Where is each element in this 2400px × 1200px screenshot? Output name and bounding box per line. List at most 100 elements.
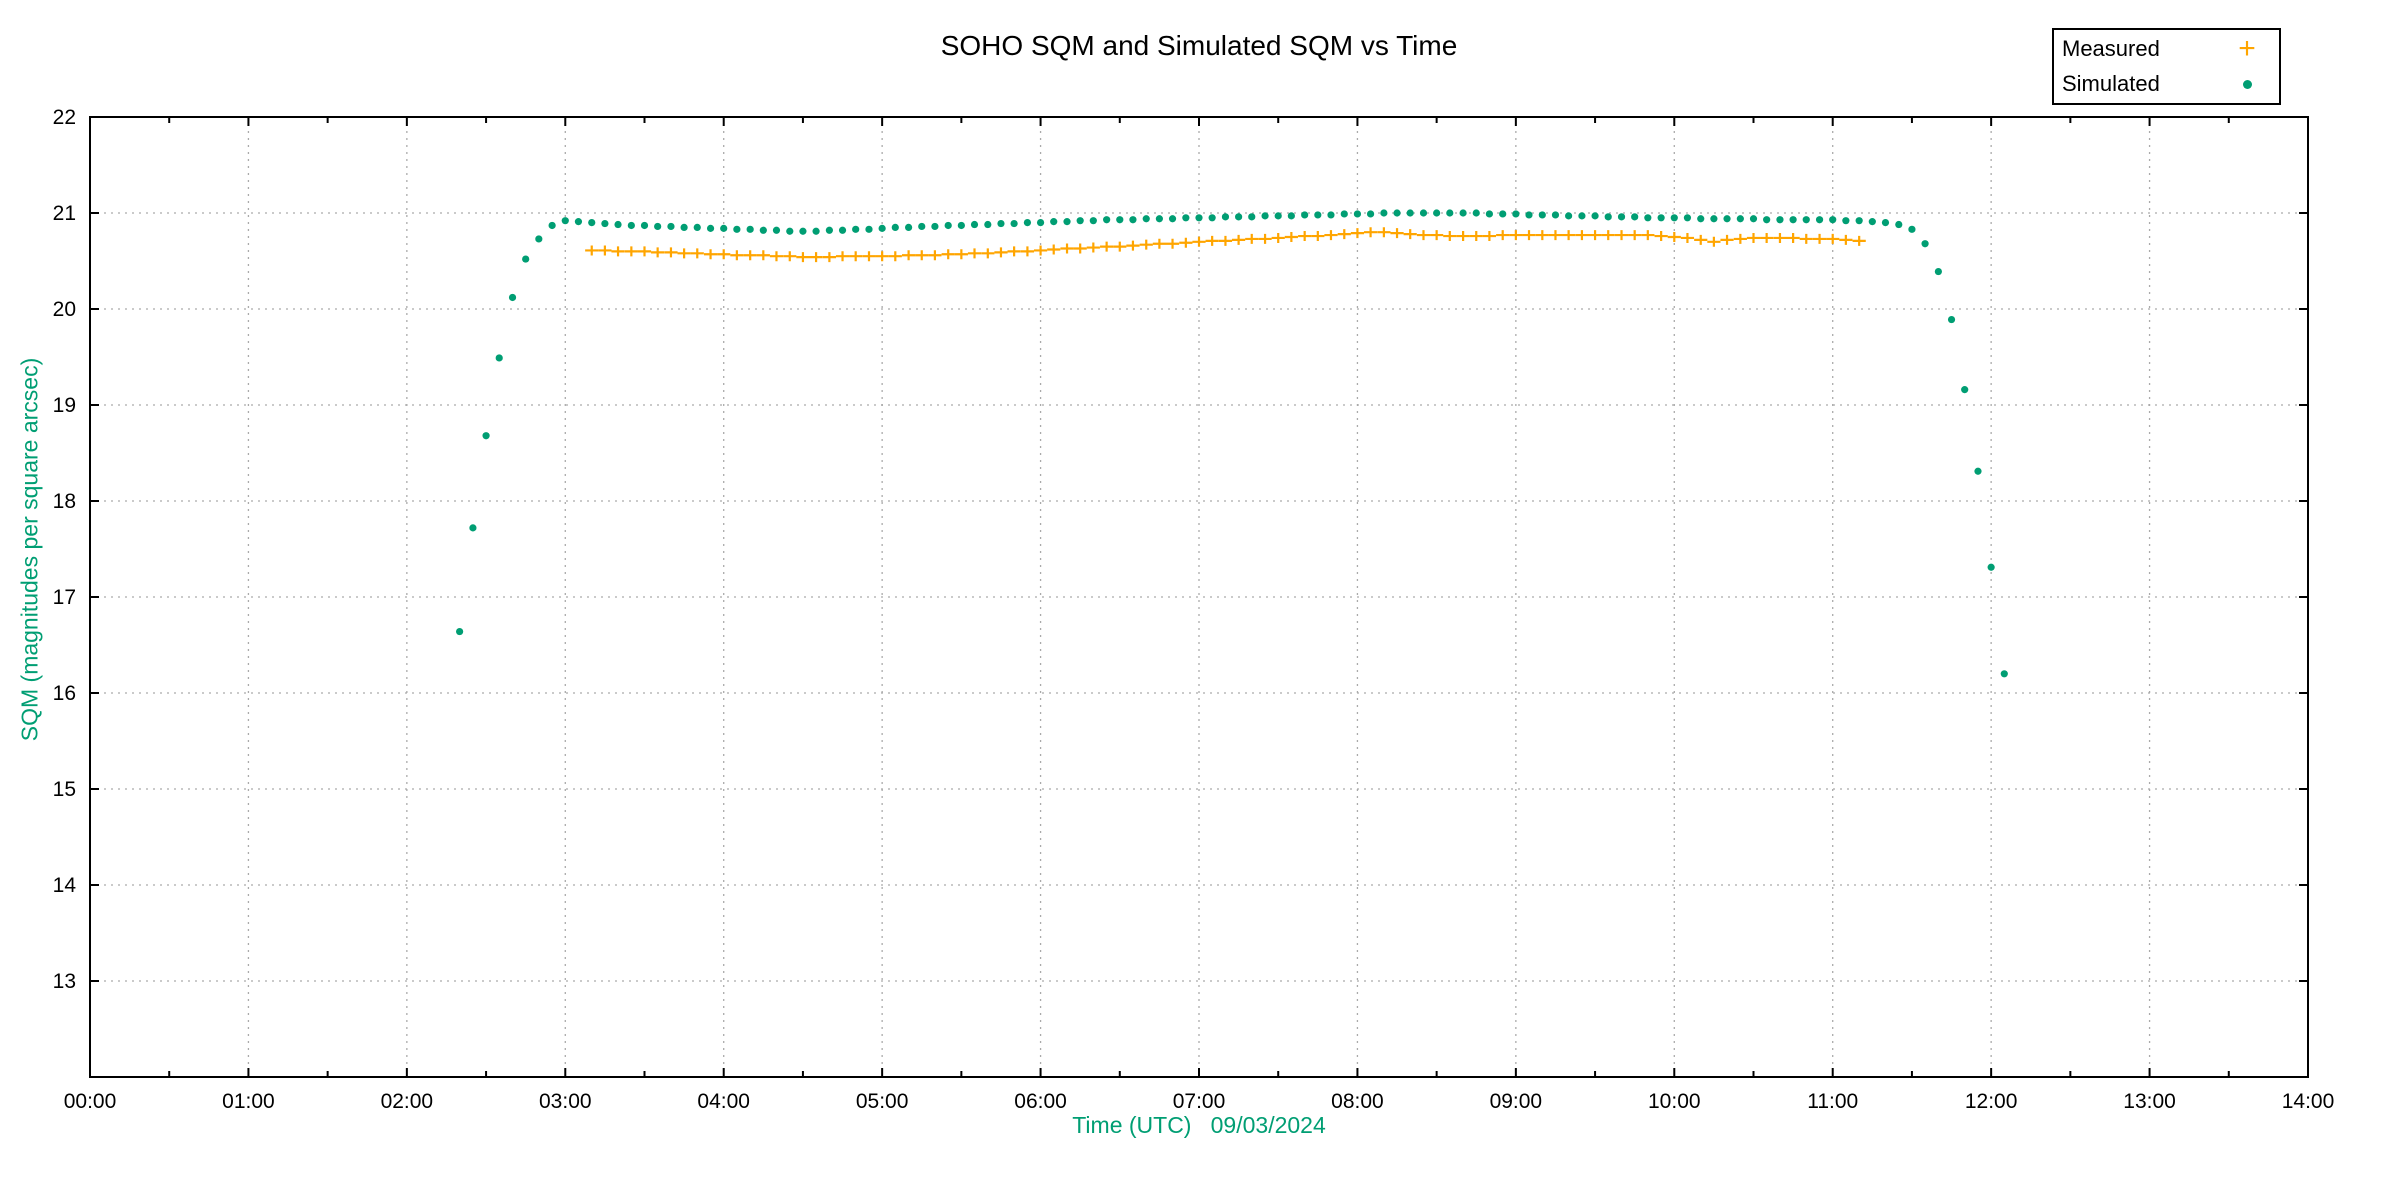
data-point-simulated xyxy=(1103,216,1111,224)
data-point-simulated xyxy=(905,223,913,231)
data-point-simulated xyxy=(746,225,754,233)
data-point-measured xyxy=(1324,230,1338,241)
data-point-simulated xyxy=(1538,211,1546,219)
data-point-measured xyxy=(1535,230,1549,241)
data-point-measured xyxy=(598,245,612,256)
data-point-simulated xyxy=(1235,213,1243,221)
data-point-simulated xyxy=(1829,216,1837,224)
data-point-simulated xyxy=(601,219,609,228)
data-point-simulated xyxy=(1340,210,1348,218)
data-point-measured xyxy=(1575,230,1589,241)
data-point-simulated xyxy=(680,223,688,231)
data-point-measured xyxy=(835,251,850,262)
legend-label-simulated: Simulated xyxy=(2062,71,2160,97)
x-axis-label: Time (UTC) 09/03/2024 xyxy=(1072,1112,1326,1138)
data-point-simulated xyxy=(535,235,543,243)
data-point-simulated xyxy=(640,221,649,230)
data-point-measured xyxy=(1390,228,1404,239)
data-point-simulated xyxy=(733,225,741,233)
data-point-simulated xyxy=(786,227,794,235)
data-point-simulated xyxy=(970,220,979,229)
data-point-simulated xyxy=(865,225,873,233)
data-point-simulated xyxy=(495,354,503,362)
data-point-simulated xyxy=(759,226,767,234)
legend: Measured + Simulated xyxy=(2052,28,2281,105)
data-point-measured xyxy=(1443,231,1457,242)
data-point-measured xyxy=(994,247,1008,258)
data-point-measured xyxy=(651,247,665,258)
data-point-measured xyxy=(1311,231,1325,242)
data-point-measured xyxy=(1060,243,1074,254)
data-point-measured xyxy=(862,251,876,262)
data-point-simulated xyxy=(1195,214,1203,222)
x-tick-label: 13:00 xyxy=(2123,1090,2176,1113)
data-point-simulated xyxy=(1076,217,1084,225)
data-point-measured xyxy=(756,250,770,261)
data-point-measured xyxy=(1509,230,1523,241)
data-point-measured xyxy=(1760,232,1774,243)
data-point-measured xyxy=(1839,234,1853,245)
data-point-measured xyxy=(1588,230,1602,241)
data-point-simulated xyxy=(1301,211,1309,219)
y-tick-label: 13 xyxy=(53,970,76,993)
data-point-measured xyxy=(941,249,955,260)
data-point-measured xyxy=(637,246,652,257)
data-point-measured xyxy=(809,252,823,263)
data-point-simulated xyxy=(1366,210,1375,218)
data-point-simulated xyxy=(799,227,807,235)
x-tick-label: 03:00 xyxy=(539,1090,592,1113)
data-point-simulated xyxy=(1287,212,1295,220)
data-point-simulated xyxy=(1591,212,1599,220)
measured-series xyxy=(585,227,1866,263)
data-point-simulated xyxy=(1749,215,1758,223)
data-point-simulated xyxy=(1050,218,1058,226)
data-point-simulated xyxy=(720,224,728,232)
data-point-measured xyxy=(1232,234,1246,245)
data-point-simulated xyxy=(1472,209,1480,217)
data-point-simulated xyxy=(1631,213,1639,221)
data-point-measured xyxy=(1416,230,1431,241)
data-point-simulated xyxy=(1129,216,1137,224)
data-point-measured xyxy=(717,249,731,260)
data-point-measured xyxy=(928,250,942,261)
data-point-simulated xyxy=(1604,213,1612,221)
data-point-simulated xyxy=(1089,217,1097,225)
data-point-simulated xyxy=(1736,215,1744,223)
data-point-measured xyxy=(624,246,638,257)
data-point-simulated xyxy=(1327,211,1335,219)
data-point-measured xyxy=(1179,237,1193,248)
x-tick-label: 09:00 xyxy=(1490,1090,1543,1113)
data-point-simulated xyxy=(1974,467,1982,475)
data-point-simulated xyxy=(878,224,886,232)
data-point-simulated xyxy=(1116,216,1124,224)
data-point-simulated xyxy=(984,220,992,229)
data-point-measured xyxy=(875,251,889,262)
data-point-measured xyxy=(915,250,929,261)
data-point-measured xyxy=(1258,233,1272,244)
data-point-simulated xyxy=(654,222,662,231)
data-point-measured xyxy=(1469,231,1483,242)
x-tick-label: 10:00 xyxy=(1648,1090,1701,1113)
data-point-simulated xyxy=(1683,214,1692,222)
data-point-measured xyxy=(1562,230,1576,241)
data-point-simulated xyxy=(1168,215,1177,223)
data-point-simulated xyxy=(1908,225,1916,233)
data-point-measured xyxy=(1548,230,1563,241)
data-point-measured xyxy=(1482,231,1496,242)
data-point-simulated xyxy=(469,524,477,532)
data-point-simulated xyxy=(1881,219,1890,227)
data-point-simulated xyxy=(1221,213,1230,221)
data-point-measured xyxy=(822,252,836,263)
y-tick-label: 15 xyxy=(53,778,76,801)
data-point-simulated xyxy=(1578,212,1586,220)
data-point-simulated xyxy=(1433,209,1441,217)
y-tick-label: 14 xyxy=(53,874,77,897)
data-point-simulated xyxy=(931,222,939,231)
data-point-measured xyxy=(1628,230,1642,241)
data-point-measured xyxy=(1086,242,1100,253)
data-point-simulated xyxy=(1895,220,1903,229)
x-tick-label: 12:00 xyxy=(1965,1090,2018,1113)
data-point-measured xyxy=(1245,233,1259,244)
data-point-simulated xyxy=(1670,214,1678,222)
data-point-simulated xyxy=(1697,215,1705,223)
